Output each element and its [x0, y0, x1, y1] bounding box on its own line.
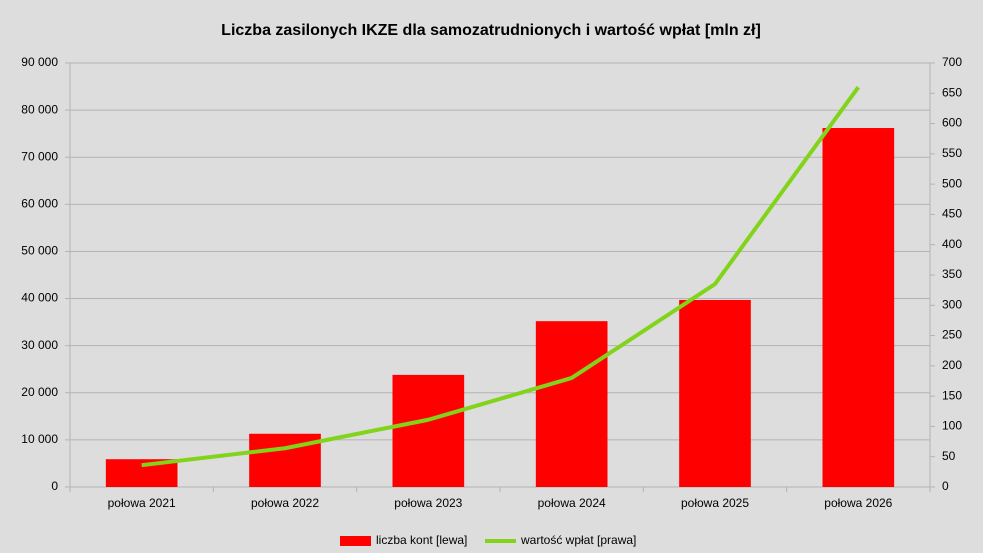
bar	[679, 299, 751, 487]
y2-tick-label: 400	[942, 237, 962, 251]
legend-label: wartość wpłat [prawa]	[520, 533, 636, 547]
y2-tick-label: 150	[942, 388, 962, 402]
y-tick-label: 20 000	[21, 385, 58, 399]
y2-tick-label: 600	[942, 116, 962, 130]
y-tick-label: 70 000	[21, 149, 58, 163]
y2-tick-label: 0	[942, 479, 949, 493]
y2-tick-label: 650	[942, 85, 962, 99]
x-tick-label: połowa 2026	[824, 496, 892, 510]
x-tick-label: połowa 2024	[538, 496, 606, 510]
y-tick-label: 60 000	[21, 197, 58, 211]
bar	[535, 321, 608, 487]
y2-tick-label: 300	[942, 297, 962, 311]
y2-tick-label: 700	[942, 55, 962, 69]
y-tick-label: 10 000	[21, 432, 58, 446]
x-tick-label: połowa 2021	[108, 496, 176, 510]
legend-label: liczba kont [lewa]	[376, 533, 467, 547]
y-tick-label: 40 000	[21, 291, 58, 305]
y2-tick-label: 200	[942, 358, 962, 372]
chart-title: Liczba zasilonych IKZE dla samozatrudnio…	[221, 22, 761, 39]
y-tick-label: 0	[51, 479, 58, 493]
y2-tick-label: 50	[942, 449, 956, 463]
y2-tick-label: 350	[942, 267, 962, 281]
x-tick-label: połowa 2023	[394, 496, 462, 510]
bar	[392, 374, 465, 487]
y-tick-label: 80 000	[21, 102, 58, 116]
y2-tick-label: 500	[942, 176, 962, 190]
y2-tick-label: 250	[942, 328, 962, 342]
bar	[822, 128, 895, 487]
x-tick-label: połowa 2025	[681, 496, 749, 510]
legend-swatch	[340, 536, 371, 546]
y-tick-label: 30 000	[21, 338, 58, 352]
y2-tick-label: 100	[942, 419, 962, 433]
x-tick-label: połowa 2022	[251, 496, 319, 510]
y-tick-label: 90 000	[21, 55, 58, 69]
y2-tick-label: 450	[942, 207, 962, 221]
y-tick-label: 50 000	[21, 244, 58, 258]
y2-tick-label: 550	[942, 146, 962, 160]
line	[141, 86, 860, 468]
